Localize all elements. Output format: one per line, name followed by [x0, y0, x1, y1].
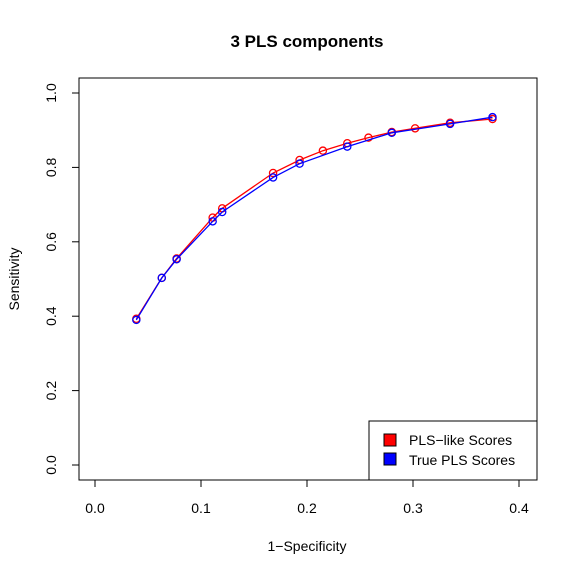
- y-tick-label: 0.8: [43, 157, 59, 177]
- y-tick-label: 0.2: [43, 381, 59, 401]
- legend-swatch-pls-like: [383, 433, 397, 447]
- data-point: [268, 173, 278, 182]
- data-point: [268, 168, 278, 178]
- data-point: [364, 133, 373, 142]
- y-axis-title: Sensitivity: [6, 247, 22, 310]
- data-point: [157, 273, 167, 283]
- x-tick-label: 0.0: [85, 500, 105, 516]
- data-point: [172, 255, 181, 264]
- x-axis-title: 1−Specificity: [268, 538, 347, 554]
- data-point: [318, 146, 328, 155]
- y-tick-label: 0.6: [43, 232, 59, 252]
- legend-swatch-true-pls: [383, 452, 397, 466]
- data-point: [445, 119, 455, 129]
- legend-label-true-pls: True PLS Scores: [409, 452, 515, 468]
- y-tick-label: 0.0: [43, 455, 59, 475]
- x-tick-label: 0.1: [191, 500, 211, 516]
- chart-title: 3 PLS components: [230, 32, 383, 51]
- series-layer: [132, 112, 497, 325]
- x-tick-label: 0.3: [403, 500, 423, 516]
- series-true-pls-scores: [132, 112, 497, 325]
- legend-box: [368, 420, 538, 481]
- data-point: [295, 159, 304, 168]
- data-point: [208, 217, 217, 226]
- data-point: [387, 128, 397, 138]
- data-point: [132, 315, 141, 325]
- legend-label-pls-like: PLS−like Scores: [409, 432, 512, 448]
- data-point: [343, 142, 352, 151]
- y-tick-label: 1.0: [43, 83, 59, 103]
- data-point: [488, 112, 497, 122]
- series-line: [135, 116, 493, 321]
- x-tick-label: 0.4: [509, 500, 529, 516]
- x-tick-label: 0.2: [297, 500, 317, 516]
- data-point: [217, 207, 227, 217]
- y-axis: 0.0 0.2 0.4 0.6 0.8 1.0: [43, 83, 80, 475]
- y-tick-label: 0.4: [43, 306, 59, 326]
- legend: PLS−like Scores True PLS Scores: [368, 420, 538, 481]
